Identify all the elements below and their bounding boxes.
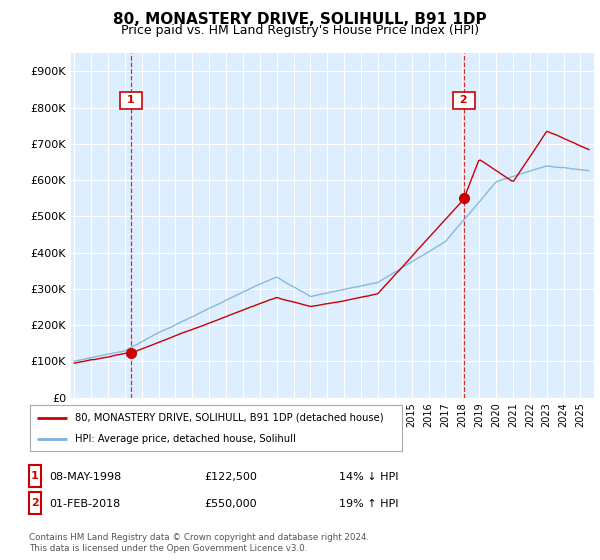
Text: 19% ↑ HPI: 19% ↑ HPI: [339, 499, 398, 509]
Text: £122,500: £122,500: [204, 472, 257, 482]
Text: 14% ↓ HPI: 14% ↓ HPI: [339, 472, 398, 482]
Text: HPI: Average price, detached house, Solihull: HPI: Average price, detached house, Soli…: [74, 435, 296, 444]
Text: 1: 1: [123, 95, 139, 105]
Text: 08-MAY-1998: 08-MAY-1998: [49, 472, 121, 482]
Text: 01-FEB-2018: 01-FEB-2018: [49, 499, 121, 509]
Text: 2: 2: [31, 498, 38, 508]
Text: 80, MONASTERY DRIVE, SOLIHULL, B91 1DP: 80, MONASTERY DRIVE, SOLIHULL, B91 1DP: [113, 12, 487, 27]
Text: Contains HM Land Registry data © Crown copyright and database right 2024.
This d: Contains HM Land Registry data © Crown c…: [29, 533, 369, 553]
Text: 2: 2: [456, 95, 472, 105]
Text: Price paid vs. HM Land Registry's House Price Index (HPI): Price paid vs. HM Land Registry's House …: [121, 24, 479, 37]
Text: 80, MONASTERY DRIVE, SOLIHULL, B91 1DP (detached house): 80, MONASTERY DRIVE, SOLIHULL, B91 1DP (…: [74, 413, 383, 423]
Text: 1: 1: [31, 471, 38, 481]
Text: £550,000: £550,000: [204, 499, 257, 509]
